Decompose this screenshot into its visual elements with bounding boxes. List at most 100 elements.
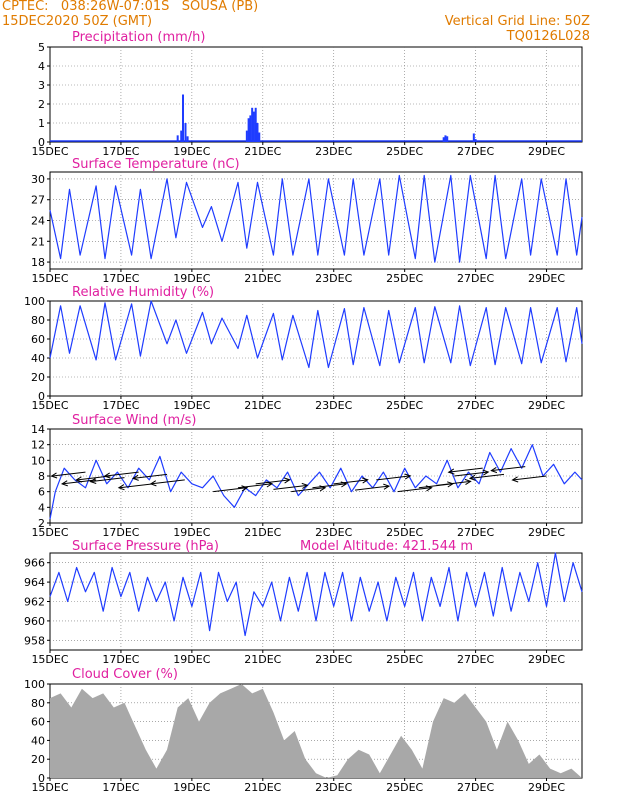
precip-bar xyxy=(442,137,445,142)
wind-xtick-label: 23DEC xyxy=(315,526,352,539)
precip-xtick-label: 25DEC xyxy=(386,145,423,158)
wind-title: Surface Wind (m/s) xyxy=(72,413,196,428)
wind-arrow xyxy=(512,475,547,481)
temp-ytick-label: 24 xyxy=(31,215,45,228)
header-grid-note: Vertical Grid Line: 50Z xyxy=(444,14,590,29)
precip-title: Precipitation (mm/h) xyxy=(72,30,205,45)
temp-xtick-label: 23DEC xyxy=(315,272,352,285)
wind-arrow xyxy=(76,475,111,481)
wind-arrow-head xyxy=(117,484,125,491)
wind-xtick-label: 19DEC xyxy=(173,526,210,539)
cloud-ytick-label: 40 xyxy=(31,734,45,747)
rh-ytick-label: 100 xyxy=(24,295,45,308)
wind-arrow xyxy=(469,473,505,479)
header-station: CPTEC: 038:26W-07:01S SOUSA (PB) xyxy=(2,0,259,14)
wind-ytick-label: 12 xyxy=(31,439,45,452)
wind-arrow-head xyxy=(490,466,498,474)
wind-ytick-label: 14 xyxy=(31,423,45,436)
wind-arrow-head xyxy=(301,482,309,489)
pressure-ytick-label: 962 xyxy=(24,596,45,609)
wind-arrow-head xyxy=(447,468,455,475)
wind-arrow-head xyxy=(149,480,157,487)
precip-ytick-label: 5 xyxy=(38,41,45,54)
cloud-xtick-label: 29DEC xyxy=(528,781,565,794)
wind-line xyxy=(49,444,583,520)
wind-arrow xyxy=(62,479,97,485)
precip-bar xyxy=(245,130,248,142)
cloud-xtick-label: 27DEC xyxy=(457,781,494,794)
wind-arrow xyxy=(448,467,483,473)
wind-arrow xyxy=(104,471,139,477)
pressure-ytick-label: 958 xyxy=(24,634,45,647)
wind-arrow-head xyxy=(404,473,412,480)
cloud-xtick-label: 23DEC xyxy=(315,781,352,794)
precip-bar xyxy=(472,133,475,142)
precip-xtick-label: 27DEC xyxy=(457,145,494,158)
rh-xtick-label: 29DEC xyxy=(528,399,565,412)
pressure-subtitle: Model Altitude: 421.544 m xyxy=(300,539,473,554)
wind-arrow-head xyxy=(60,480,68,487)
cloud-xtick-label: 21DEC xyxy=(244,781,281,794)
rh-xtick-label: 27DEC xyxy=(457,399,494,412)
wind-arrow-head xyxy=(89,477,97,484)
temp-line xyxy=(49,174,583,263)
rh-frame xyxy=(49,300,583,397)
pressure-xtick-label: 25DEC xyxy=(386,653,423,666)
precip-bar xyxy=(256,123,259,142)
cloud-title: Cloud Cover (%) xyxy=(72,667,178,682)
rh-xtick-label: 25DEC xyxy=(386,399,423,412)
wind-arrow xyxy=(354,485,390,491)
precip-bar xyxy=(180,130,183,142)
rh-title: Relative Humidity (%) xyxy=(72,285,214,300)
wind-arrow xyxy=(312,483,347,489)
rh-xtick-label: 19DEC xyxy=(173,399,210,412)
cloud-ytick-label: 20 xyxy=(31,753,45,766)
cloud-ytick-label: 0 xyxy=(38,772,45,785)
cloud-xtick-label: 25DEC xyxy=(386,781,423,794)
pressure-xtick-label: 19DEC xyxy=(173,653,210,666)
rh-ytick-label: 60 xyxy=(31,333,45,346)
precip-bar xyxy=(254,107,257,142)
wind-arrow xyxy=(118,483,153,489)
pressure-title: Surface Pressure (hPa) xyxy=(72,539,219,554)
wind-arrow-head xyxy=(283,477,291,484)
precip-ytick-label: 4 xyxy=(38,60,45,73)
temp-ytick-label: 18 xyxy=(31,256,45,269)
precip-ytick-label: 1 xyxy=(38,117,45,130)
wind-arrow xyxy=(51,471,86,477)
wind-arrow xyxy=(132,473,168,479)
precip-bar xyxy=(176,135,179,142)
wind-arrow xyxy=(376,475,411,481)
wind-arrow xyxy=(273,484,308,490)
cloud-ytick-label: 100 xyxy=(24,678,45,691)
rh-line xyxy=(49,300,583,369)
rh-ytick-label: 40 xyxy=(31,352,45,365)
precip-bar xyxy=(251,107,254,142)
precip-bar xyxy=(474,139,477,142)
pressure-xtick-label: 17DEC xyxy=(102,653,139,666)
temp-ytick-label: 27 xyxy=(31,194,45,207)
wind-arrow xyxy=(454,471,489,477)
rh-ytick-label: 80 xyxy=(31,314,45,327)
pressure-xtick-label: 27DEC xyxy=(457,653,494,666)
temp-xtick-label: 29DEC xyxy=(528,272,565,285)
precip-xtick-label: 23DEC xyxy=(315,145,352,158)
wind-arrow xyxy=(291,487,326,493)
wind-ytick-label: 10 xyxy=(31,454,45,467)
precip-frame xyxy=(49,46,583,143)
rh-xtick-label: 23DEC xyxy=(315,399,352,412)
wind-arrow xyxy=(90,477,125,483)
precip-ytick-label: 3 xyxy=(38,79,45,92)
rh-xtick-label: 21DEC xyxy=(244,399,281,412)
precip-bar xyxy=(446,136,449,142)
cloud-xtick-label: 15DEC xyxy=(31,781,68,794)
temp-xtick-label: 15DEC xyxy=(31,272,68,285)
rh-xtick-label: 15DEC xyxy=(31,399,68,412)
precip-bar xyxy=(182,94,184,142)
wind-arrow xyxy=(333,479,368,485)
precip-bar xyxy=(184,123,187,142)
precip-xtick-label: 15DEC xyxy=(31,145,68,158)
precip-bar xyxy=(186,136,189,142)
cloud-ytick-label: 60 xyxy=(31,716,45,729)
